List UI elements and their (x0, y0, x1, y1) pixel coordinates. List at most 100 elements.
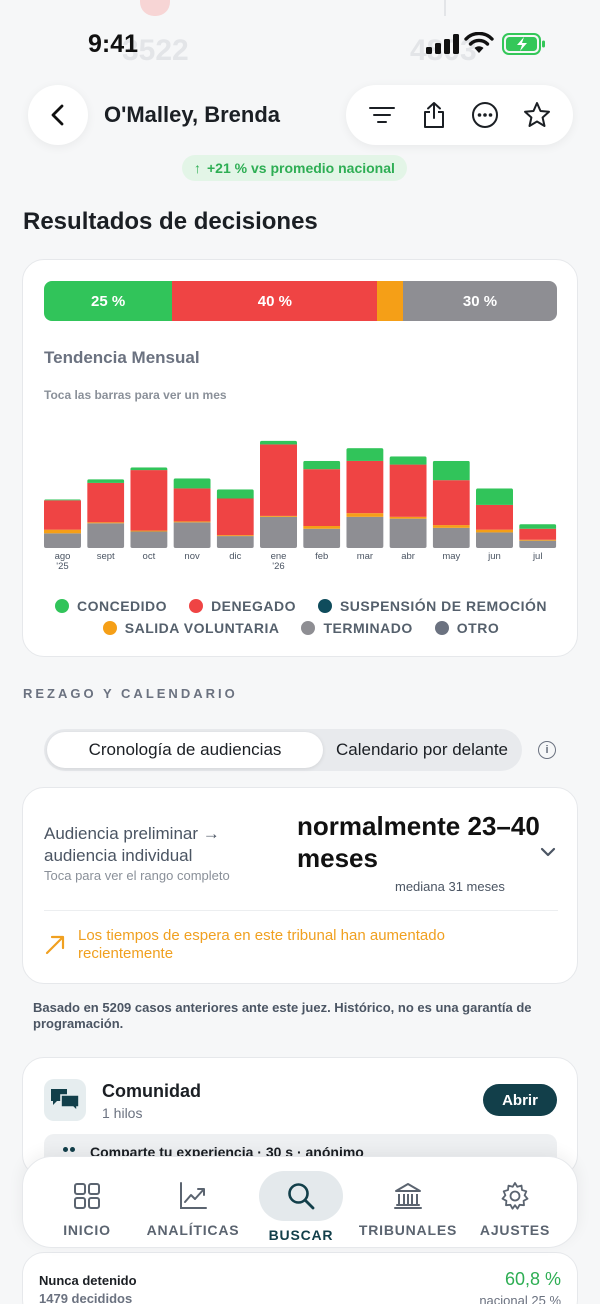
favorite-button[interactable] (521, 99, 553, 131)
legend-swatch (317, 599, 332, 613)
bar-segment[interactable] (44, 529, 81, 534)
bar-segment[interactable] (130, 531, 168, 549)
chat-bubbles-icon (44, 1079, 86, 1121)
info-icon[interactable]: i (538, 741, 556, 759)
back-button[interactable] (28, 85, 88, 145)
bar-segment[interactable] (216, 536, 254, 548)
filter-button[interactable] (366, 99, 398, 131)
bar-segment[interactable] (432, 460, 470, 481)
bar-segment[interactable] (432, 525, 470, 528)
wifi-icon (464, 32, 494, 53)
bar-segment[interactable] (476, 488, 513, 505)
outcome-segment[interactable]: 25 % (44, 281, 173, 321)
bar-segment[interactable] (173, 488, 211, 522)
bar-segment[interactable] (260, 516, 297, 548)
bar-segment[interactable] (303, 460, 341, 470)
bar-segment[interactable] (216, 535, 254, 537)
bar-segment[interactable] (44, 533, 81, 548)
bar-segment[interactable] (389, 518, 427, 548)
outcome-segment[interactable]: 30 % (403, 281, 557, 321)
stage-label: Audiencia preliminar → audiencia individ… (44, 824, 220, 865)
ghost-decoration (444, 0, 446, 16)
bar-segment[interactable] (476, 532, 513, 548)
bar-segment[interactable] (303, 469, 341, 526)
outcomes-card: 25 % 40 % 30 % Tendencia Mensual Toca las … (22, 259, 578, 657)
bar-segment[interactable] (87, 479, 125, 483)
bar-segment[interactable] (173, 521, 211, 523)
bar-segment[interactable] (519, 539, 557, 541)
x-tick-label: mar (357, 551, 373, 562)
tab-ajustes[interactable]: AJUSTES (473, 1157, 557, 1249)
bar-segment[interactable] (389, 464, 427, 517)
chart-legend: CONCEDIDO DENEGADO SUSPENSIÓN DE REMOCIÓN (23, 598, 579, 614)
x-tick-label: feb (315, 551, 328, 562)
detention-card: Nunca detenido 1479 decididos 60,8 % nac… (22, 1252, 578, 1304)
bar-segment[interactable] (476, 504, 513, 530)
courthouse-icon (394, 1183, 422, 1209)
tab-tribunales[interactable]: TRIBUNALES (353, 1157, 463, 1249)
bar-segment[interactable] (476, 529, 513, 533)
bar-segment[interactable] (130, 470, 168, 531)
bar-segment[interactable] (87, 522, 125, 524)
gear-icon (501, 1182, 529, 1210)
bar-segment[interactable] (346, 516, 384, 548)
more-dots-icon (472, 102, 499, 128)
legend-swatch (55, 599, 69, 613)
range-value: normalmente 23–40 meses (297, 811, 540, 873)
segment-hearing-timeline[interactable]: Cronología de audiencias (47, 732, 323, 768)
more-button[interactable] (469, 99, 501, 131)
backlog-section-label: REZAGO Y CALENDARIO (23, 686, 238, 701)
bar-segment[interactable] (260, 515, 297, 517)
outcome-segment[interactable]: 40 % (172, 281, 378, 321)
tab-inicio[interactable]: INICIO (47, 1157, 127, 1249)
bar-segment[interactable] (130, 467, 168, 471)
backlog-card[interactable]: Audiencia preliminar → audiencia individ… (22, 787, 578, 984)
segment-calendar-ahead[interactable]: Calendario por delante (335, 740, 508, 759)
bar-segment[interactable] (346, 513, 384, 517)
bar-segment[interactable] (389, 456, 427, 465)
x-tick-label: nov (184, 551, 200, 562)
tab-label: INICIO (63, 1222, 111, 1238)
outcome-segment[interactable] (377, 281, 404, 321)
legend-label: SALIDA VOLUNTARIA (124, 620, 280, 636)
bar-segment[interactable] (303, 528, 341, 548)
bar-segment[interactable] (346, 448, 384, 461)
bar-segment[interactable] (216, 498, 254, 536)
detention-national: nacional 25 % (479, 1293, 561, 1304)
ghost-stat: 3522 (122, 34, 189, 67)
wait-warning: Los tiempos de espera en este tribunal h… (78, 927, 445, 962)
x-tick-label: '26 (272, 561, 284, 570)
comparison-badge: ↑ +21 % vs promedio nacional (182, 155, 407, 181)
bar-segment[interactable] (173, 522, 211, 548)
tab-buscar[interactable]: BUSCAR (259, 1157, 343, 1249)
bar-segment[interactable] (346, 460, 384, 514)
bar-segment[interactable] (44, 500, 81, 530)
divider (44, 910, 558, 911)
stage-hint: Toca para ver el rango completo (44, 868, 230, 883)
legend-item: OTRO (434, 620, 499, 636)
bar-segment[interactable] (432, 527, 470, 548)
legend-swatch (434, 621, 449, 635)
bar-segment[interactable] (87, 482, 125, 523)
x-tick-label: jun (487, 551, 501, 562)
bar-segment[interactable] (303, 526, 341, 529)
bar-segment[interactable] (432, 480, 470, 526)
outcome-stacked-bar[interactable]: 25 % 40 % 30 % (44, 281, 557, 321)
bar-segment[interactable] (260, 444, 297, 516)
bar-segment[interactable] (216, 489, 254, 499)
x-tick-label: ene (271, 551, 287, 562)
bar-segment[interactable] (44, 499, 81, 501)
bar-segment[interactable] (173, 478, 211, 489)
open-community-button[interactable]: Abrir (483, 1084, 557, 1116)
bar-segment[interactable] (260, 440, 297, 445)
monthly-trend-chart[interactable]: ago'25 sept oct nov dic ene'26 feb mar abr may jun… (35, 420, 567, 570)
share-button[interactable] (418, 99, 450, 131)
bar-segment[interactable] (519, 524, 557, 529)
bar-segment[interactable] (389, 516, 427, 519)
bar-segment[interactable] (519, 540, 557, 548)
bar-segment[interactable] (519, 528, 557, 540)
bar-segment[interactable] (130, 530, 168, 532)
bar-segment[interactable] (87, 523, 125, 548)
tab-analiticas[interactable]: ANALÍTICAS (139, 1157, 247, 1249)
chevron-down-icon[interactable] (539, 843, 557, 861)
